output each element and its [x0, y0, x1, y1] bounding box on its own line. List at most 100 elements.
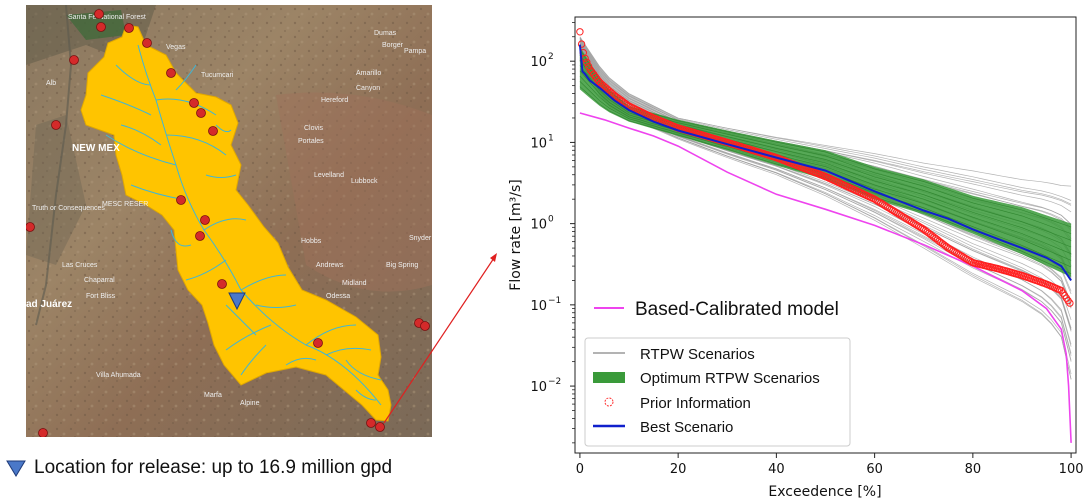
- prior-information-point: [577, 40, 586, 48]
- gauge-point: [420, 321, 430, 331]
- place-label: Villa Ahumada: [96, 372, 141, 379]
- place-label: Amarillo: [356, 70, 381, 77]
- y-tick-exponent: −2: [548, 377, 561, 387]
- place-label: Snyder: [409, 235, 432, 242]
- blue-down-triangle-icon: [6, 460, 26, 477]
- place-label: Santa Fe National Forest: [68, 14, 146, 21]
- y-tick-label: 10: [530, 218, 547, 233]
- legend-item-based-calibrated: Based-Calibrated model: [594, 299, 839, 320]
- basin-polygon: [80, 24, 392, 422]
- place-label: Alb: [46, 80, 56, 87]
- legend: RTPW Scenarios Optimum RTPW Scenarios Pr…: [584, 337, 851, 447]
- release-location-marker: [228, 292, 246, 311]
- place-label: Midland: [342, 280, 367, 287]
- y-tick-label: 10: [530, 299, 547, 314]
- gauge-point: [51, 120, 61, 130]
- legend-item-best: Best Scenario: [593, 419, 733, 436]
- gauge-point: [176, 195, 186, 205]
- place-label: Levelland: [314, 172, 344, 179]
- basin-map: Santa Fe National Forest Vegas Alb Tucum…: [25, 4, 432, 438]
- rtpw-scenario-line: [579, 37, 1072, 205]
- x-tick-label: 60: [866, 462, 883, 477]
- place-label: Marfa: [204, 392, 222, 399]
- place-label: Truth or Consequences: [32, 205, 105, 212]
- place-label: Hobbs: [301, 238, 322, 245]
- y-tick-label: 10: [530, 55, 547, 70]
- gauge-point: [217, 279, 227, 289]
- place-label: Pampa: [404, 48, 426, 55]
- x-tick-label: 20: [670, 462, 687, 477]
- gauge-point: [195, 231, 205, 241]
- optimum-rtpw-line: [579, 49, 1072, 228]
- place-label: Dumas: [374, 30, 397, 37]
- place-label: MESC RESER: [102, 201, 148, 208]
- gauge-point: [124, 23, 134, 33]
- gauge-point: [375, 422, 385, 432]
- gauge-point: [94, 9, 104, 19]
- place-label: Fort Bliss: [86, 293, 116, 300]
- x-tick-label: 80: [965, 462, 982, 477]
- place-label: Odessa: [326, 293, 350, 300]
- x-axis-label: Exceedence [%]: [768, 484, 881, 500]
- gauge-point: [196, 108, 206, 118]
- gauge-point: [208, 126, 218, 136]
- map-caption: Location for release: up to 16.9 million…: [6, 455, 392, 481]
- place-label: ad Juárez: [26, 299, 72, 310]
- x-tick-label: 100: [1059, 462, 1083, 477]
- prior-information-point: [1066, 299, 1074, 307]
- y-tick-exponent: −1: [548, 296, 561, 306]
- legend-label: RTPW Scenarios: [640, 346, 755, 363]
- gauge-point: [200, 215, 210, 225]
- legend-swatch: [593, 372, 625, 383]
- legend-item-prior: Prior Information: [604, 395, 751, 412]
- gauge-point: [313, 338, 323, 348]
- prior-information-point: [583, 58, 591, 66]
- gauge-point: [96, 22, 106, 32]
- place-label: Tucumcari: [201, 72, 234, 79]
- place-label: NEW MEX: [72, 143, 120, 154]
- y-tick-exponent: 0: [548, 215, 554, 225]
- gauge-point: [38, 428, 48, 438]
- gauge-point: [366, 418, 376, 428]
- rtpw-scenario-line: [579, 36, 1072, 201]
- prior-information-point: [584, 62, 593, 70]
- x-tick-label: 0: [576, 462, 584, 477]
- prior-information-points: [576, 28, 1074, 307]
- y-tick-exponent: 1: [548, 133, 554, 143]
- prior-information-point: [586, 65, 594, 74]
- stream-network: [100, 44, 382, 406]
- legend-label: Prior Information: [640, 395, 751, 412]
- legend-item-optimum: Optimum RTPW Scenarios: [593, 370, 820, 387]
- prior-information-point: [576, 28, 584, 36]
- legend-label: Based-Calibrated model: [635, 299, 839, 320]
- place-labels: Santa Fe National Forest Vegas Alb Tucum…: [26, 14, 432, 407]
- gauge-point: [142, 38, 152, 48]
- basin-map-image: Santa Fe National Forest Vegas Alb Tucum…: [25, 4, 432, 438]
- series-lines: [576, 28, 1074, 443]
- legend-item-rtpw: RTPW Scenarios: [593, 346, 755, 363]
- place-label: Big Spring: [386, 262, 418, 269]
- prior-information-point: [588, 68, 596, 76]
- place-label: Vegas: [166, 44, 186, 51]
- y-axis-label: Flow rate [m³/s]: [508, 179, 524, 290]
- optimum-rtpw-line: [579, 86, 1072, 274]
- gauge-point: [25, 222, 35, 232]
- best-scenario-line: [578, 44, 1072, 281]
- y-tick-label: 10: [530, 136, 547, 151]
- place-label: Alpine: [240, 400, 260, 407]
- place-label: Clovis: [304, 125, 324, 132]
- place-label: Hereford: [321, 97, 348, 104]
- gauge-point: [189, 98, 199, 108]
- place-label: Portales: [298, 138, 324, 145]
- place-label: Borger: [382, 42, 404, 49]
- place-label: Chaparral: [84, 277, 115, 284]
- gauge-point: [166, 68, 176, 78]
- legend-label: Best Scenario: [640, 419, 733, 436]
- place-label: Andrews: [316, 262, 344, 269]
- gauge-point: [69, 55, 79, 65]
- caption-text: Location for release: up to 16.9 million…: [34, 457, 393, 478]
- y-tick-label: 10: [530, 380, 547, 395]
- based-calibrated-line: [579, 112, 1072, 443]
